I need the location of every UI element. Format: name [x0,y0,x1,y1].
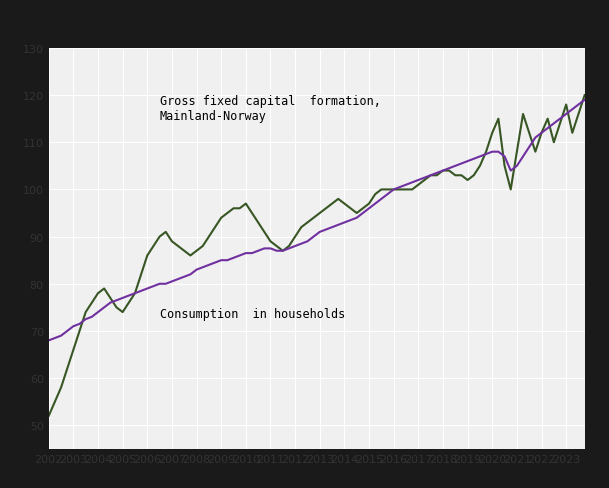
Text: Gross fixed capital  formation,
Mainland-Norway: Gross fixed capital formation, Mainland-… [160,95,381,122]
Text: Consumption  in households: Consumption in households [160,307,345,320]
